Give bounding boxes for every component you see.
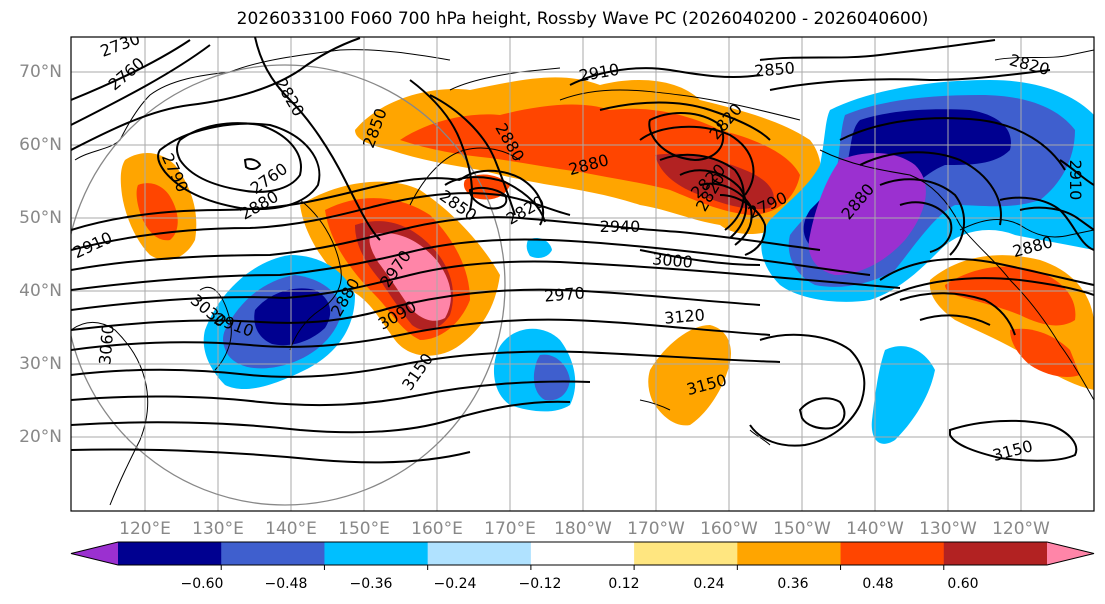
colorbar-tick-label: 0.36 [777, 576, 809, 592]
colorbar-swatch [118, 542, 222, 565]
colorbar-extend-max [1047, 542, 1094, 565]
colorbar-outline [70, 541, 1095, 566]
contour-label: 2970 [543, 283, 585, 305]
colorbar-swatch [221, 542, 325, 565]
lon-label-160w: 160°W [700, 519, 758, 539]
map-frame [70, 36, 1095, 512]
lon-label-130e: 130°E [192, 519, 244, 539]
lon-label-120w: 120°W [992, 519, 1050, 539]
colorbar-swatch [737, 542, 842, 565]
colorbar [70, 541, 1095, 570]
graticule [71, 37, 1094, 511]
lon-label-180w: 180°W [554, 519, 612, 539]
colorbar-swatch [634, 542, 738, 565]
lat-label-50n: 50°N [19, 208, 62, 228]
colorbar-tick-label: 0.48 [862, 576, 894, 592]
colorbar-swatch [324, 542, 429, 565]
colorbar-swatch [943, 542, 1048, 565]
colorbar-extend-min [71, 542, 118, 565]
colorbar-tick-label: 0.24 [693, 576, 725, 592]
lat-label-20n: 20°N [19, 427, 62, 447]
colorbar-tick-label: 0.60 [947, 576, 979, 592]
colorbar-swatch [427, 542, 532, 565]
lat-label-70n: 70°N [19, 62, 62, 82]
height-contours [71, 37, 1094, 464]
lon-label-160e: 160°E [411, 519, 463, 539]
contour-label: 3060 [95, 323, 117, 365]
lat-label-30n: 30°N [19, 354, 62, 374]
contour-label: 3120 [663, 305, 705, 327]
contour-label: 2940 [600, 217, 641, 236]
lon-label-150w: 150°W [773, 519, 831, 539]
lon-label-140w: 140°W [846, 519, 904, 539]
lat-label-40n: 40°N [19, 281, 62, 301]
map-title: 2026033100 F060 700 hPa height, Rossby W… [236, 9, 929, 29]
lon-label-120e: 120°E [119, 519, 171, 539]
lon-label-140e: 140°E [265, 519, 317, 539]
contour-label: 2850 [753, 58, 795, 80]
colorbar-tick-label: 0.12 [608, 576, 640, 592]
reference-circle [71, 64, 506, 506]
lon-label-170w: 170°W [627, 519, 685, 539]
lon-label-130w: 130°W [919, 519, 977, 539]
contour-label: 3000 [651, 249, 693, 271]
lon-label-170e: 170°E [484, 519, 536, 539]
colorbar-swatch [530, 542, 635, 565]
colorbar-tick-label: −0.48 [264, 576, 308, 592]
contour-label: 2910 [1066, 160, 1085, 201]
colorbar-tick-label: −0.36 [349, 576, 393, 592]
colorbar-tick-label: −0.12 [518, 576, 562, 592]
lon-label-150e: 150°E [338, 519, 390, 539]
contour-label: 2910 [1091, 145, 1105, 186]
colorbar-swatch [840, 542, 945, 565]
colorbar-tick-label: −0.24 [433, 576, 477, 592]
colorbar-tick-label: −0.60 [180, 576, 224, 592]
lat-label-60n: 60°N [19, 135, 62, 155]
